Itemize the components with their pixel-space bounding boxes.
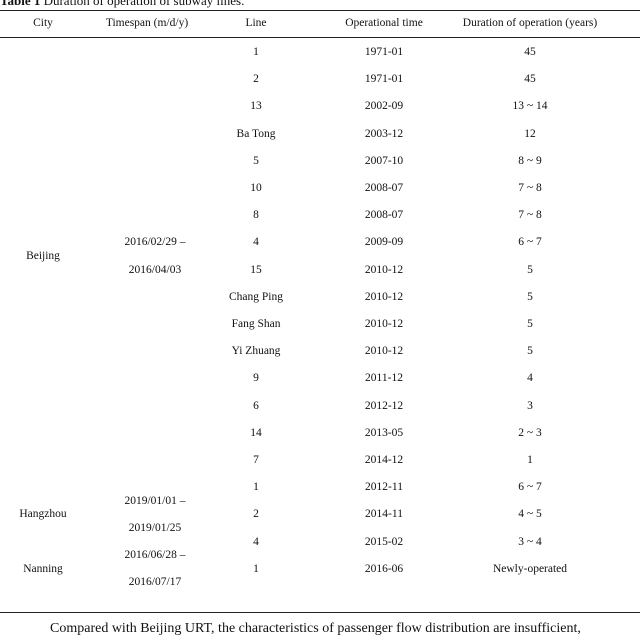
cell-time: 2014-11 (365, 508, 403, 521)
cell-time: 2010-12 (364, 318, 404, 330)
cell-line: 1 (253, 46, 259, 58)
cell-dur: 4 (527, 372, 533, 385)
cell-line: 4 (253, 535, 259, 548)
cell-line: Fang Shan (231, 318, 281, 330)
cell-timespan-end: 2019/01/25 (128, 522, 182, 534)
table-top-rule (0, 10, 640, 11)
cell-line: 8 (253, 209, 259, 222)
cell-dur: 1 (527, 454, 533, 466)
cell-dur: 13 ~ 14 (512, 100, 548, 113)
cell-timespan-end: 2016/07/17 (128, 576, 182, 589)
cell-timespan-start: 2019/01/01 – (124, 494, 186, 507)
table-caption-text: Duration of operation of subway lines. (43, 0, 245, 8)
cell-line: 5 (253, 154, 259, 167)
cell-line: Ba Tong (236, 127, 276, 140)
cell-time: 2011-12 (365, 372, 403, 385)
cell-dur: 7 ~ 8 (518, 182, 542, 194)
table-bottom-rule (0, 612, 640, 613)
cell-time: 2014-12 (364, 454, 404, 466)
cell-line: 1 (253, 562, 259, 575)
header-timespan: Timespan (m/d/y) (105, 17, 189, 29)
cell-time: 2010-12 (364, 290, 404, 303)
cell-dur: 6 ~ 7 (518, 236, 542, 249)
cell-time: 2015-02 (364, 535, 404, 548)
cell-time: 2010-12 (364, 263, 404, 276)
header-line: Line (245, 17, 267, 29)
cell-time: 2012-12 (364, 399, 404, 412)
cell-time: 2010-12 (364, 345, 404, 358)
table-header-rule (0, 37, 640, 38)
cell-dur: 4 ~ 5 (518, 508, 542, 521)
cell-timespan-start: 2016/06/28 – (124, 549, 186, 562)
cell-time: 2013-05 (364, 426, 404, 439)
header-operational-time: Operational time (345, 17, 423, 29)
table-caption: Table 1 Duration of operation of subway … (0, 0, 244, 9)
header-duration: Duration of operation (years) (462, 17, 598, 29)
body-paragraph: Compared with Beijing URT, the character… (50, 621, 581, 636)
cell-time: 2008-07 (364, 209, 404, 222)
cell-time: 2012-11 (365, 481, 403, 494)
cell-dur: 6 ~ 7 (518, 481, 542, 494)
cell-dur: Newly-operated (492, 562, 568, 575)
cell-line: 10 (250, 182, 262, 194)
cell-dur: 45 (524, 46, 536, 58)
header-city: City (33, 17, 53, 29)
cell-time: 2008-07 (364, 182, 404, 194)
cell-dur: 5 (527, 263, 533, 276)
cell-dur: 2 ~ 3 (518, 426, 542, 439)
cell-city: Beijing (26, 250, 60, 262)
cell-line: 6 (253, 399, 259, 412)
cell-dur: 5 (527, 345, 533, 358)
table-caption-label: Table 1 (0, 0, 41, 8)
cell-dur: 5 (527, 318, 533, 330)
cell-city: Hangzhou (19, 508, 67, 521)
cell-timespan-end: 2016/04/03 (128, 263, 182, 276)
cell-city: Nanning (23, 562, 63, 575)
cell-line: 14 (250, 426, 262, 439)
cell-dur: 5 (527, 290, 533, 303)
cell-dur: 8 ~ 9 (518, 154, 542, 167)
cell-line: 13 (250, 100, 262, 113)
cell-line: 1 (253, 481, 259, 494)
cell-line: 7 (253, 454, 259, 466)
cell-time: 2002-09 (364, 100, 404, 113)
cell-dur: 7 ~ 8 (518, 209, 542, 222)
cell-time: 2016-06 (364, 562, 404, 575)
cell-line: 15 (250, 263, 262, 276)
cell-time: 1971-01 (364, 73, 404, 86)
cell-timespan-start: 2016/02/29 – (124, 236, 186, 249)
cell-dur: 45 (524, 73, 536, 86)
cell-line: 4 (253, 236, 259, 249)
cell-line: Chang Ping (229, 290, 283, 303)
cell-time: 2007-10 (364, 154, 404, 167)
cell-line: 9 (253, 372, 259, 385)
cell-line: Yi Zhuang (231, 345, 281, 358)
cell-dur: 3 ~ 4 (518, 535, 542, 548)
cell-time: 1971-01 (364, 46, 404, 58)
cell-dur: 3 (527, 399, 533, 412)
cell-line: 2 (253, 73, 259, 86)
cell-dur: 12 (524, 127, 536, 140)
cell-line: 2 (253, 508, 259, 521)
cell-time: 2009-09 (364, 236, 404, 249)
cell-time: 2003-12 (364, 127, 404, 140)
